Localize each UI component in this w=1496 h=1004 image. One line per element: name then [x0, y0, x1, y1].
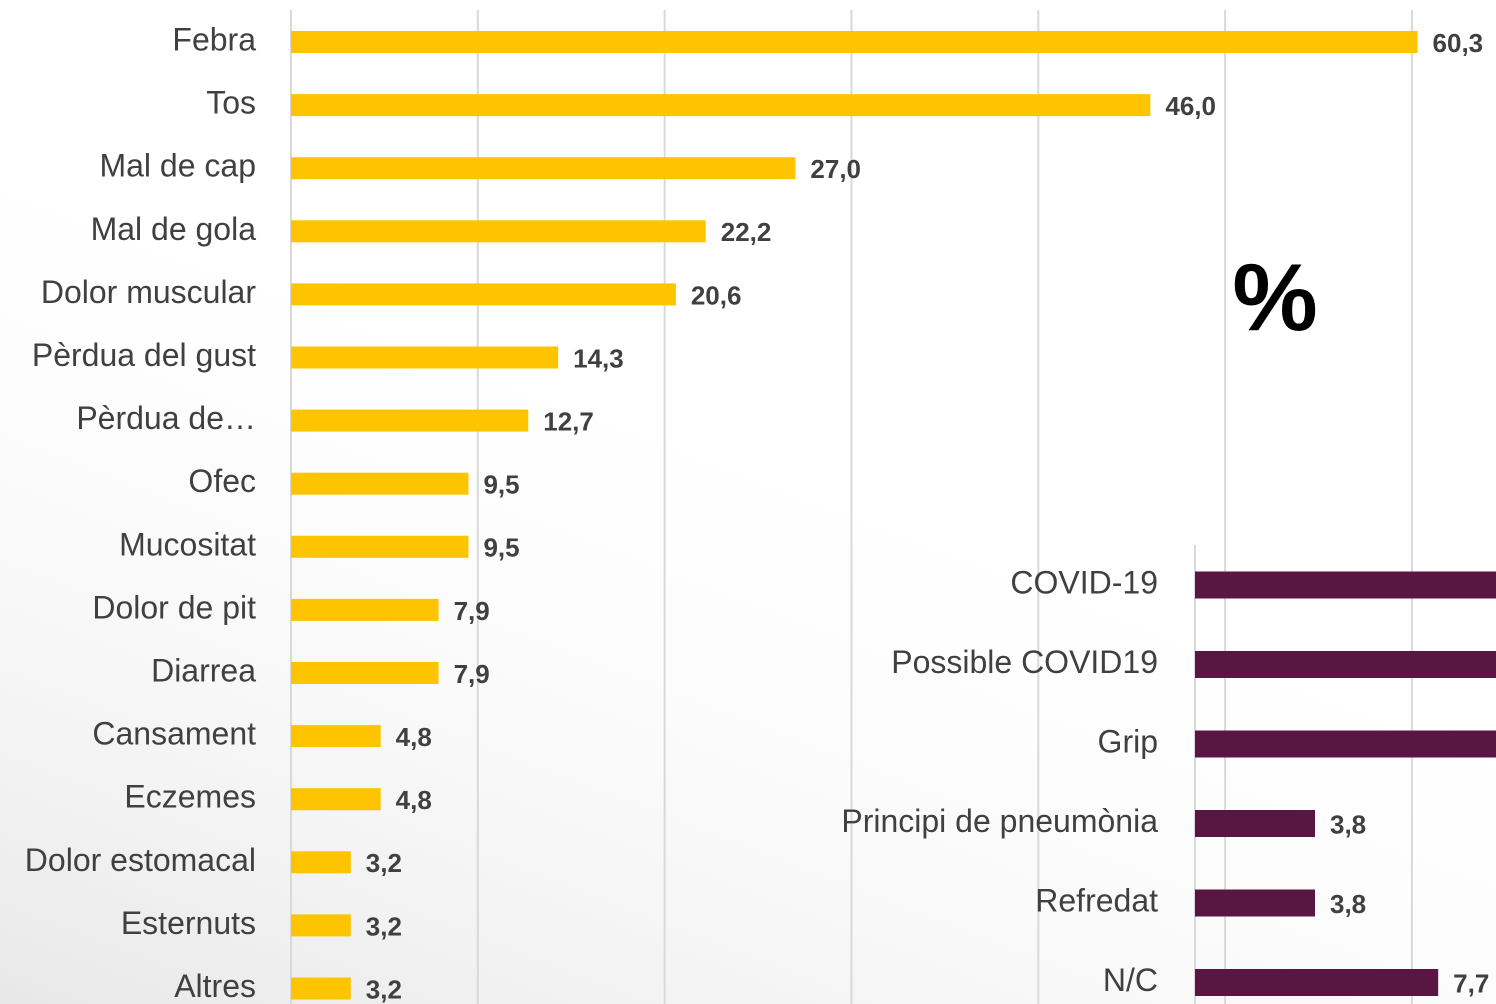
category-label: Ofec	[188, 463, 256, 499]
bar	[291, 220, 706, 243]
category-label: Pèrdua de…	[76, 400, 256, 436]
value-label: 3,8	[1330, 809, 1366, 839]
category-label: Principi de pneumònia	[841, 803, 1158, 839]
bar	[291, 157, 796, 180]
category-label: Possible COVID19	[891, 644, 1158, 680]
value-label: 14,3	[573, 343, 624, 373]
value-label: 22,2	[721, 217, 772, 247]
bar	[1195, 969, 1439, 996]
category-label: Pèrdua del gust	[32, 337, 256, 373]
category-label: Mal de gola	[91, 211, 257, 247]
annotation: %	[1232, 244, 1317, 351]
category-label: Dolor muscular	[41, 274, 257, 310]
category-label: N/C	[1103, 962, 1158, 998]
bar	[291, 788, 381, 811]
value-label: 3,2	[366, 911, 402, 941]
value-label: 20,6	[691, 280, 742, 310]
bar	[291, 977, 351, 1000]
bar	[291, 283, 676, 306]
value-label: 4,8	[396, 785, 432, 815]
bar	[1195, 810, 1315, 837]
category-label: Diarrea	[151, 652, 256, 688]
value-label: 9,5	[483, 470, 519, 500]
category-label: Mucositat	[119, 526, 256, 562]
value-label: 12,7	[543, 406, 594, 436]
bar	[291, 472, 469, 495]
value-label: 3,2	[366, 974, 402, 1004]
bar	[1195, 571, 1496, 599]
category-label: Mal de cap	[99, 148, 256, 184]
plot: % Febra 60,3 Tos 46,0 Mal de cap 27,0 Mal de go…	[25, 10, 1496, 1004]
bar	[291, 662, 439, 684]
value-label: 7,9	[454, 596, 490, 626]
value-label: 46,0	[1165, 91, 1216, 121]
value-label: 9,5	[483, 533, 519, 563]
value-label: 60,3	[1433, 28, 1484, 58]
value-label: 27,0	[810, 154, 861, 184]
value-label: 3,2	[366, 848, 402, 878]
category-label: Febra	[172, 21, 256, 57]
category-label: Eczemes	[124, 779, 256, 815]
value-label: 7,7	[1453, 968, 1489, 998]
category-label: COVID-19	[1010, 564, 1158, 600]
value-label: 4,8	[396, 722, 432, 752]
bar	[291, 535, 469, 558]
bar	[1195, 730, 1496, 758]
category-label: Dolor estomacal	[25, 842, 256, 878]
bar	[291, 598, 439, 621]
category-label: Esternuts	[121, 905, 256, 941]
value-label: 7,9	[454, 659, 490, 689]
category-label: Refredat	[1035, 882, 1158, 918]
bar	[1195, 651, 1496, 678]
category-label: Altres	[174, 968, 256, 1004]
category-label: Dolor de pit	[92, 589, 256, 625]
bar	[291, 94, 1151, 117]
category-label: Tos	[206, 85, 256, 121]
category-label: Grip	[1098, 723, 1158, 759]
bar	[291, 851, 351, 874]
category-label: Cansament	[92, 716, 256, 752]
value-label: 3,8	[1330, 889, 1366, 919]
bar	[291, 914, 351, 937]
bar	[291, 346, 559, 369]
bar	[291, 725, 381, 748]
bar	[291, 409, 529, 432]
bar	[1195, 889, 1315, 917]
bar	[291, 31, 1418, 53]
